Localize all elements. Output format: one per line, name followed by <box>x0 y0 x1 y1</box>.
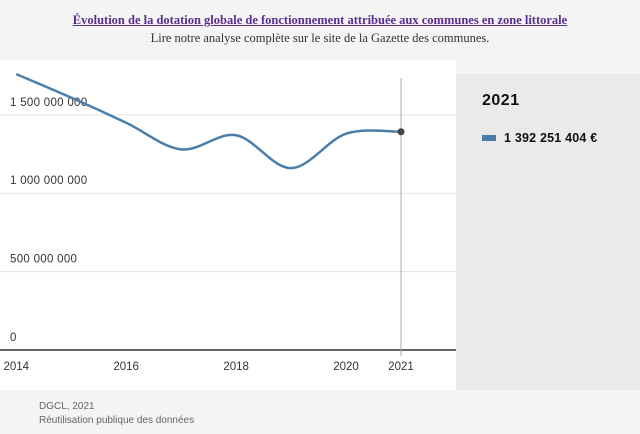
chart-footer: DGCL, 2021 Réutilisation publique des do… <box>39 400 194 428</box>
license-text: Réutilisation publique des données <box>39 415 195 426</box>
legend-value: 1 392 251 404 € <box>504 131 598 145</box>
legend-panel: 2021 1 392 251 404 € <box>456 74 640 390</box>
legend-entry: 1 392 251 404 € <box>482 131 597 145</box>
line-chart: 0 500 000 000 1 000 000 000 1 500 000 000 20… <box>0 72 456 373</box>
chart-header: Évolution de la dotation globale de fonc… <box>0 0 640 60</box>
x-tick-label: 2014 <box>3 361 29 373</box>
series-line[interactable] <box>15 72 402 170</box>
x-tick-label: 2016 <box>113 361 139 373</box>
chart-panel: 0 500 000 000 1 000 000 000 1 500 000 000 20… <box>0 60 456 390</box>
y-tick-label: 1 500 000 000 <box>10 97 87 109</box>
x-tick-label: 2021 <box>388 361 414 373</box>
legend-year: 2021 <box>482 92 520 109</box>
highlight-point[interactable] <box>397 128 405 136</box>
x-tick-label: 2018 <box>223 361 249 373</box>
x-tick-label: 2020 <box>333 361 359 373</box>
source-text: DGCL, 2021 <box>39 401 95 412</box>
y-tick-label: 0 <box>10 332 17 344</box>
y-tick-label: 1 000 000 000 <box>10 175 87 187</box>
chart-title-link[interactable]: Évolution de la dotation globale de fonc… <box>72 13 568 27</box>
y-tick-label: 500 000 000 <box>10 254 77 266</box>
legend-swatch <box>482 135 496 141</box>
chart-subtitle: Lire notre analyse complète sur le site … <box>150 31 490 45</box>
